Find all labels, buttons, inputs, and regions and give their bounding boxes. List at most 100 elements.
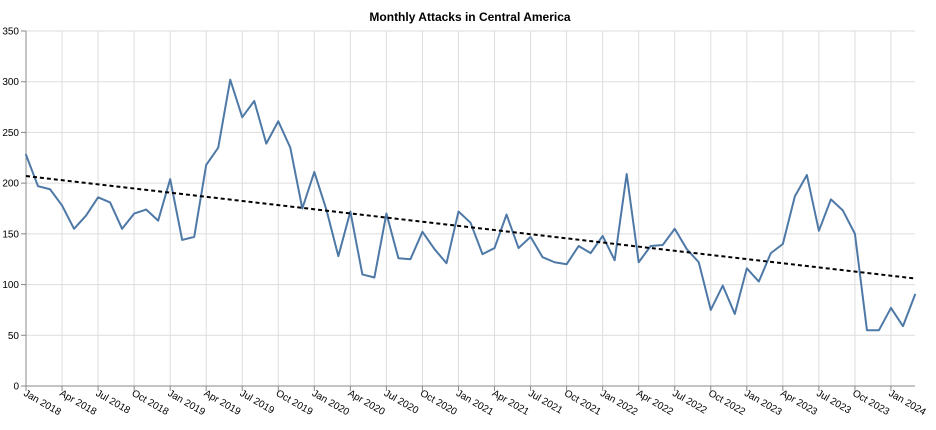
y-tick-label: 150 <box>2 229 19 240</box>
data-point <box>601 235 603 237</box>
data-point <box>181 239 183 241</box>
data-point <box>97 196 99 198</box>
data-point <box>686 248 688 250</box>
data-point <box>397 257 399 259</box>
data-point <box>650 245 652 247</box>
data-point <box>313 171 315 173</box>
data-point <box>710 309 712 311</box>
data-point <box>722 284 724 286</box>
data-point <box>698 261 700 263</box>
x-tick-label: Jul 2019 <box>238 388 277 417</box>
x-tick-label: Oct 2020 <box>418 388 459 418</box>
chart-title: Monthly Attacks in Central America <box>369 10 570 24</box>
data-point <box>674 228 676 230</box>
data-point <box>529 236 531 238</box>
data-point <box>277 120 279 122</box>
x-tick-label: Jan 2019 <box>166 388 208 418</box>
data-point <box>337 255 339 257</box>
data-point <box>493 247 495 249</box>
data-point <box>265 142 267 144</box>
series-layer <box>25 78 916 332</box>
x-tick-label: Apr 2021 <box>490 388 531 418</box>
data-point <box>109 201 111 203</box>
x-tick-label: Jan 2018 <box>22 388 64 418</box>
monthly-attacks-line <box>25 78 916 332</box>
data-point <box>421 231 423 233</box>
x-tick-label: Apr 2020 <box>346 388 387 418</box>
data-point <box>625 173 627 175</box>
data-point <box>253 100 255 102</box>
data-point <box>914 294 916 296</box>
x-tick-label: Jan 2023 <box>742 388 784 418</box>
data-point <box>229 78 231 80</box>
data-point <box>409 258 411 260</box>
x-tick-label: Oct 2018 <box>130 388 171 418</box>
data-point <box>61 204 63 206</box>
data-point <box>517 247 519 249</box>
x-tick-label: Apr 2019 <box>202 388 243 418</box>
data-point <box>157 219 159 221</box>
x-tick-label: Jan 2024 <box>886 388 928 418</box>
data-point <box>746 267 748 269</box>
data-point <box>193 236 195 238</box>
data-point <box>613 259 615 261</box>
data-point <box>553 261 555 263</box>
y-tick-label: 50 <box>8 331 20 342</box>
data-point <box>662 244 664 246</box>
x-tick-label: Oct 2019 <box>274 388 315 418</box>
data-point <box>361 273 363 275</box>
x-tick-label: Apr 2018 <box>58 388 99 418</box>
y-tick-label: 250 <box>2 128 19 139</box>
data-point <box>133 212 135 214</box>
x-tick-label: Jan 2020 <box>310 388 352 418</box>
data-point <box>541 256 543 258</box>
data-point <box>806 174 808 176</box>
data-point <box>770 252 772 254</box>
y-tick-label: 100 <box>2 280 19 291</box>
x-tick-label: Apr 2023 <box>778 388 819 418</box>
data-point <box>301 207 303 209</box>
y-tick-label: 0 <box>13 382 19 393</box>
data-point <box>25 154 27 156</box>
data-point <box>445 262 447 264</box>
data-point <box>169 178 171 180</box>
x-tick-label: Jul 2021 <box>526 388 565 417</box>
data-point <box>830 198 832 200</box>
data-point <box>85 214 87 216</box>
y-tick-label: 300 <box>2 77 19 88</box>
data-point <box>637 261 639 263</box>
grid <box>25 30 915 387</box>
data-point <box>433 248 435 250</box>
y-tick-label: 200 <box>2 179 19 190</box>
data-point <box>818 230 820 232</box>
data-point <box>842 209 844 211</box>
data-point <box>217 146 219 148</box>
x-tick-label: Jul 2022 <box>670 388 709 417</box>
data-point <box>866 329 868 331</box>
data-point <box>121 228 123 230</box>
data-point <box>481 253 483 255</box>
data-point <box>794 195 796 197</box>
data-point <box>902 325 904 327</box>
data-point <box>505 213 507 215</box>
data-point <box>73 228 75 230</box>
data-point <box>878 329 880 331</box>
x-tick-label: Jan 2021 <box>454 388 496 418</box>
x-tick-label: Jul 2018 <box>94 388 133 417</box>
data-point <box>205 164 207 166</box>
data-point <box>469 222 471 224</box>
x-tick-label: Jul 2023 <box>814 388 853 417</box>
data-point <box>854 233 856 235</box>
data-point <box>890 307 892 309</box>
x-tick-label: Oct 2023 <box>850 388 891 418</box>
data-point <box>241 116 243 118</box>
data-point <box>577 245 579 247</box>
data-point <box>385 212 387 214</box>
x-tick-label: Jul 2020 <box>382 388 421 417</box>
trend-line <box>25 175 916 280</box>
data-point <box>145 208 147 210</box>
data-point <box>37 185 39 187</box>
data-point <box>758 280 760 282</box>
